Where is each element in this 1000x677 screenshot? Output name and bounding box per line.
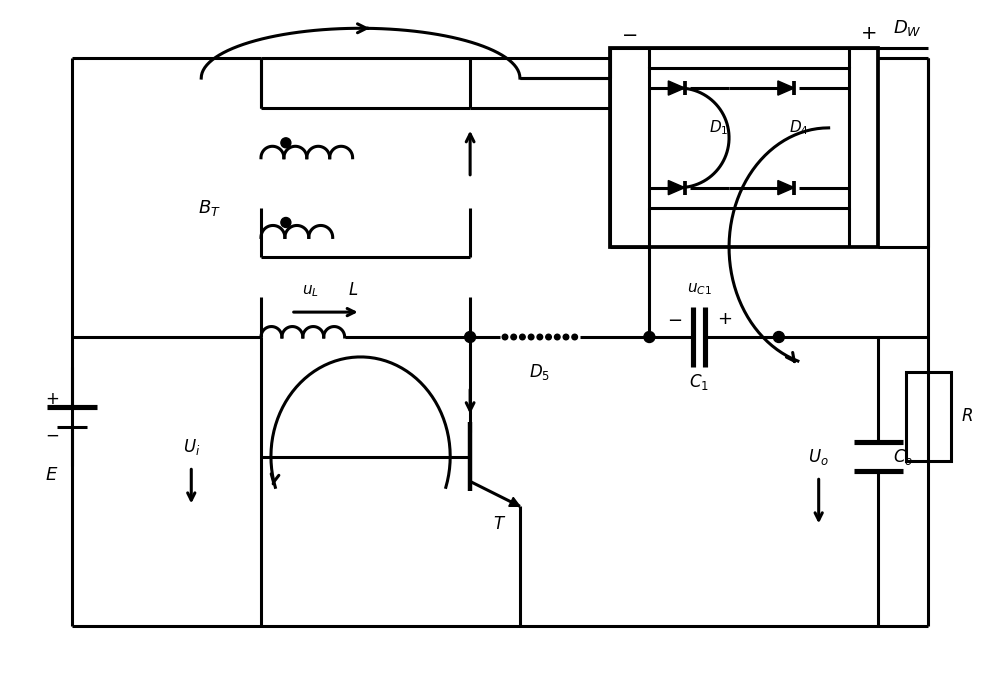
Text: $-$: $-$ [621,24,638,43]
Text: $R$: $R$ [961,408,973,425]
Polygon shape [778,81,794,95]
Polygon shape [668,181,685,195]
Circle shape [528,334,534,340]
Text: $+$: $+$ [717,310,732,328]
Text: $-$: $-$ [667,310,682,328]
Circle shape [465,332,476,343]
Text: $-$: $-$ [45,426,59,443]
Circle shape [502,334,508,340]
Circle shape [281,138,291,148]
Text: $D_5$: $D_5$ [529,362,550,382]
Circle shape [563,334,569,340]
Text: $U_i$: $U_i$ [183,437,200,456]
Text: $L$: $L$ [348,282,358,299]
Text: $+$: $+$ [860,24,877,43]
Bar [649,68,849,208]
Circle shape [554,334,560,340]
Text: $U_o$: $U_o$ [808,447,829,466]
Text: $+$: $+$ [45,390,59,408]
Circle shape [773,332,784,343]
Text: $u_{C1}$: $u_{C1}$ [687,282,712,297]
Text: $C_o$: $C_o$ [893,447,914,466]
Text: $D_W$: $D_W$ [893,18,922,39]
Text: $T$: $T$ [493,517,507,533]
Text: $D_4$: $D_4$ [789,118,809,137]
Circle shape [281,217,291,227]
Circle shape [520,334,525,340]
Circle shape [511,334,516,340]
Polygon shape [778,181,794,195]
Text: $E$: $E$ [45,466,59,485]
Circle shape [572,334,577,340]
Polygon shape [668,81,685,95]
Text: $u_L$: $u_L$ [302,284,319,299]
Text: $C_1$: $C_1$ [689,372,709,392]
Polygon shape [509,498,520,506]
Circle shape [537,334,543,340]
Text: $B_T$: $B_T$ [198,198,221,217]
Bar [610,48,878,247]
Circle shape [644,332,655,343]
Circle shape [546,334,551,340]
Bar [906,372,951,462]
Text: $D_1$: $D_1$ [709,118,729,137]
